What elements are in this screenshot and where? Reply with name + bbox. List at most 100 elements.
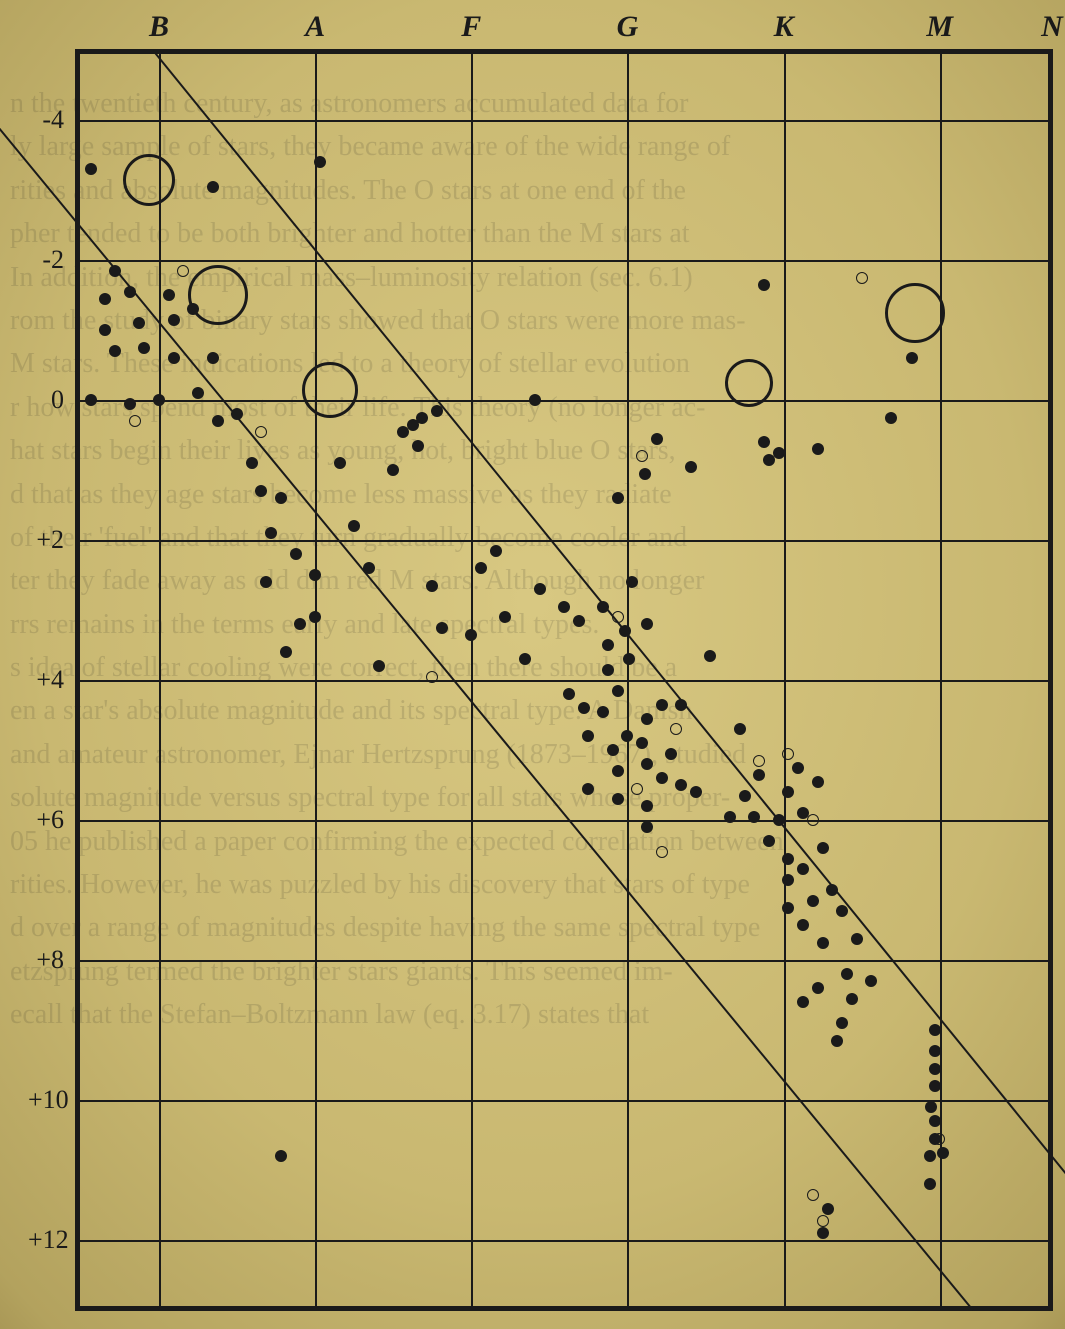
data-point-solid bbox=[431, 405, 443, 417]
data-point-solid bbox=[690, 786, 702, 798]
data-point-solid bbox=[334, 457, 346, 469]
data-point-solid bbox=[885, 412, 897, 424]
data-point-solid bbox=[651, 433, 663, 445]
data-point-solid bbox=[621, 730, 633, 742]
data-point-solid bbox=[812, 443, 824, 455]
gridline-horizontal bbox=[76, 540, 1052, 542]
data-point-solid bbox=[387, 464, 399, 476]
x-axis-label: M bbox=[926, 10, 953, 44]
data-point-solid bbox=[578, 702, 590, 714]
data-point-solid bbox=[168, 314, 180, 326]
data-point-solid bbox=[724, 811, 736, 823]
data-point-solid bbox=[812, 776, 824, 788]
data-point-solid bbox=[602, 639, 614, 651]
data-point-solid bbox=[212, 415, 224, 427]
data-point-open bbox=[177, 265, 189, 277]
data-point-solid bbox=[807, 895, 819, 907]
data-point-solid bbox=[929, 1024, 941, 1036]
data-point-solid bbox=[641, 821, 653, 833]
data-point-solid bbox=[280, 646, 292, 658]
data-point-solid bbox=[763, 835, 775, 847]
data-point-solid bbox=[626, 576, 638, 588]
data-point-solid bbox=[602, 664, 614, 676]
data-point-solid bbox=[925, 1101, 937, 1113]
data-point-solid bbox=[929, 1115, 941, 1127]
data-point-open bbox=[807, 814, 819, 826]
y-axis-label: +8 bbox=[28, 945, 64, 975]
data-point-solid bbox=[607, 744, 619, 756]
x-axis-label: A bbox=[305, 10, 325, 44]
data-point-solid bbox=[675, 699, 687, 711]
data-point-open bbox=[933, 1133, 945, 1145]
data-point-solid bbox=[124, 286, 136, 298]
data-point-solid bbox=[612, 765, 624, 777]
x-axis-label: G bbox=[617, 10, 639, 44]
data-point-solid bbox=[758, 436, 770, 448]
data-point-solid bbox=[636, 737, 648, 749]
data-point-solid bbox=[748, 811, 760, 823]
data-point-solid bbox=[619, 625, 631, 637]
data-point-solid bbox=[412, 440, 424, 452]
data-point-solid bbox=[641, 618, 653, 630]
data-point-solid bbox=[85, 394, 97, 406]
x-axis-label: N bbox=[1041, 10, 1063, 44]
data-point-solid bbox=[597, 601, 609, 613]
data-point-solid bbox=[782, 902, 794, 914]
data-point-solid bbox=[665, 748, 677, 760]
data-point-solid bbox=[153, 394, 165, 406]
data-point-open bbox=[255, 426, 267, 438]
gridline-horizontal bbox=[76, 680, 1052, 682]
data-point-solid bbox=[612, 492, 624, 504]
data-point-solid bbox=[231, 408, 243, 420]
data-point-open bbox=[670, 723, 682, 735]
data-point-solid bbox=[573, 615, 585, 627]
data-point-solid bbox=[841, 968, 853, 980]
x-axis-label: B bbox=[149, 10, 169, 44]
data-point-solid bbox=[773, 447, 785, 459]
data-point-solid bbox=[124, 398, 136, 410]
data-point-open bbox=[656, 846, 668, 858]
data-point-solid bbox=[656, 772, 668, 784]
y-axis-label: -4 bbox=[28, 105, 64, 135]
data-point-solid bbox=[490, 545, 502, 557]
y-axis-label: +6 bbox=[28, 805, 64, 835]
data-point-solid bbox=[207, 352, 219, 364]
data-point-solid bbox=[426, 580, 438, 592]
data-point-solid bbox=[734, 723, 746, 735]
data-point-solid bbox=[704, 650, 716, 662]
data-point-solid bbox=[133, 317, 145, 329]
y-axis-label: +4 bbox=[28, 665, 64, 695]
x-axis-label: F bbox=[461, 10, 481, 44]
data-point-solid bbox=[255, 485, 267, 497]
data-point-giant bbox=[885, 283, 945, 343]
data-point-solid bbox=[641, 758, 653, 770]
data-point-solid bbox=[465, 629, 477, 641]
data-point-solid bbox=[851, 933, 863, 945]
y-axis-label: 0 bbox=[28, 385, 64, 415]
data-point-solid bbox=[641, 800, 653, 812]
data-point-solid bbox=[416, 412, 428, 424]
data-point-solid bbox=[475, 562, 487, 574]
data-point-solid bbox=[817, 937, 829, 949]
data-point-solid bbox=[294, 618, 306, 630]
data-point-solid bbox=[826, 884, 838, 896]
data-point-solid bbox=[836, 905, 848, 917]
data-point-solid bbox=[739, 790, 751, 802]
data-point-solid bbox=[275, 1150, 287, 1162]
gridline-horizontal bbox=[76, 1100, 1052, 1102]
data-point-open bbox=[807, 1189, 819, 1201]
data-point-solid bbox=[207, 181, 219, 193]
data-point-solid bbox=[260, 576, 272, 588]
gridline-horizontal bbox=[76, 260, 1052, 262]
data-point-solid bbox=[309, 569, 321, 581]
data-point-open bbox=[782, 748, 794, 760]
data-point-solid bbox=[797, 863, 809, 875]
data-point-giant bbox=[188, 265, 248, 325]
data-point-open bbox=[612, 611, 624, 623]
data-point-solid bbox=[906, 352, 918, 364]
y-axis-label: +2 bbox=[28, 525, 64, 555]
data-point-solid bbox=[612, 685, 624, 697]
data-point-solid bbox=[290, 548, 302, 560]
data-point-solid bbox=[782, 853, 794, 865]
data-point-open bbox=[817, 1215, 829, 1227]
